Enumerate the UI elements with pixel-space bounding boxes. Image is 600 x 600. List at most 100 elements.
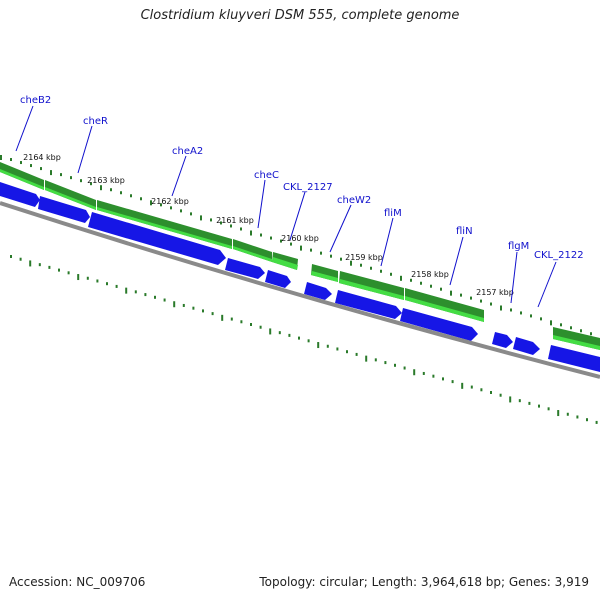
outer-tick <box>160 203 162 207</box>
cds-arrow-CKL_2122 <box>548 345 600 372</box>
gene-label-CKL_2122: CKL_2122 <box>534 250 584 261</box>
outer-tick <box>300 245 302 251</box>
inner-tick <box>202 309 204 313</box>
gene-leader-line <box>15 105 34 152</box>
outer-tick <box>320 251 322 255</box>
cds-arrow-cheR <box>38 196 90 223</box>
scale-tick-label: 2162 kbp <box>151 197 189 206</box>
outer-tick <box>550 320 552 326</box>
outer-tick <box>280 239 282 243</box>
inner-tick-marks <box>10 255 598 424</box>
outer-tick <box>120 191 122 195</box>
inner-tick <box>317 342 320 349</box>
gene-leader-line <box>380 217 394 267</box>
inner-tick <box>144 293 147 297</box>
outer-tick <box>130 194 132 198</box>
outer-tick <box>450 290 452 296</box>
inner-tick <box>413 369 416 376</box>
inner-tick <box>394 363 396 367</box>
outer-tick <box>240 227 242 231</box>
gene-leader-line <box>77 125 93 174</box>
inner-tick <box>134 290 137 294</box>
cds-arrow-CKL_2127 <box>265 270 291 288</box>
gene-label-fliM: fliM <box>384 208 402 219</box>
inner-tick <box>547 407 550 411</box>
gene-feature-cheB2 <box>0 162 44 190</box>
scale-tick-label: 2163 kbp <box>87 176 125 185</box>
outer-tick <box>270 236 272 240</box>
outer-tick <box>190 212 192 216</box>
outer-tick-marks <box>0 155 592 336</box>
inner-tick <box>86 276 89 280</box>
outer-tick <box>350 260 352 266</box>
inner-tick <box>192 306 195 310</box>
scale-tick-label: 2164 kbp <box>23 153 61 162</box>
inner-tick <box>557 410 560 417</box>
gene-feature-CKL_2122 <box>553 327 600 350</box>
outer-tick <box>90 182 92 186</box>
cds-arrow-fliN <box>400 308 478 341</box>
outer-tick <box>30 164 32 168</box>
gene-feature-CKL_2127 <box>272 252 298 270</box>
inner-tick <box>182 303 185 307</box>
outer-tick <box>230 224 232 228</box>
gene-leader-line <box>257 179 266 229</box>
outer-tick <box>180 209 182 213</box>
gene-leader-line <box>329 204 352 253</box>
outer-tick <box>100 185 102 191</box>
cds-arrow-cheC <box>225 258 265 279</box>
gene-leader-line <box>171 155 187 197</box>
scale-tick-label: 2161 kbp <box>216 216 254 225</box>
outer-tick <box>50 170 52 176</box>
outer-tick <box>410 278 412 282</box>
outer-tick <box>170 206 172 210</box>
gene-feature-cheW2 <box>311 264 338 282</box>
gene-label-CKL_2127: CKL_2127 <box>283 182 333 193</box>
outer-tick <box>500 305 502 311</box>
inner-tick <box>288 333 291 337</box>
gene-label-cheR: cheR <box>83 116 108 127</box>
outer-tick <box>570 326 572 330</box>
inner-tick <box>490 391 492 394</box>
inner-tick <box>528 401 531 405</box>
inner-tick <box>432 374 435 378</box>
cds-arrow-flgM-2 <box>513 337 540 355</box>
inner-tick <box>106 282 108 286</box>
outer-tick <box>0 155 2 160</box>
inner-tick <box>269 328 272 335</box>
inner-tick <box>365 355 368 362</box>
inner-tick <box>509 396 512 403</box>
inner-tick <box>595 420 598 424</box>
outer-tick <box>40 167 42 171</box>
outer-tick <box>20 161 22 165</box>
outer-tick <box>380 269 382 273</box>
outer-tick <box>460 293 462 297</box>
outer-tick <box>470 296 472 300</box>
outer-tick <box>590 332 592 336</box>
inner-tick <box>336 347 339 351</box>
outer-tick <box>140 197 142 201</box>
gene-feature-cheA2 <box>97 200 232 249</box>
outer-tick <box>580 329 582 333</box>
inner-tick <box>211 312 214 316</box>
outer-tick <box>490 302 492 306</box>
outer-tick <box>360 263 362 267</box>
outer-tick <box>370 266 372 270</box>
inner-tick <box>307 339 310 343</box>
scale-tick-label: 2160 kbp <box>281 234 319 243</box>
outer-tick <box>530 314 532 318</box>
inner-tick <box>576 415 579 419</box>
gene-track <box>0 162 600 350</box>
outer-tick <box>150 200 152 206</box>
inner-tick <box>461 382 464 389</box>
gene-label-cheC: cheC <box>254 170 279 181</box>
inner-tick <box>19 257 22 261</box>
cds-arrow-flgM <box>492 332 513 348</box>
inner-tick <box>163 298 166 302</box>
inner-tick <box>278 331 281 335</box>
inner-tick <box>499 393 502 397</box>
cds-arrow-fliM <box>335 290 402 319</box>
map-title: Clostridium kluyveri DSM 555, complete g… <box>140 8 460 23</box>
